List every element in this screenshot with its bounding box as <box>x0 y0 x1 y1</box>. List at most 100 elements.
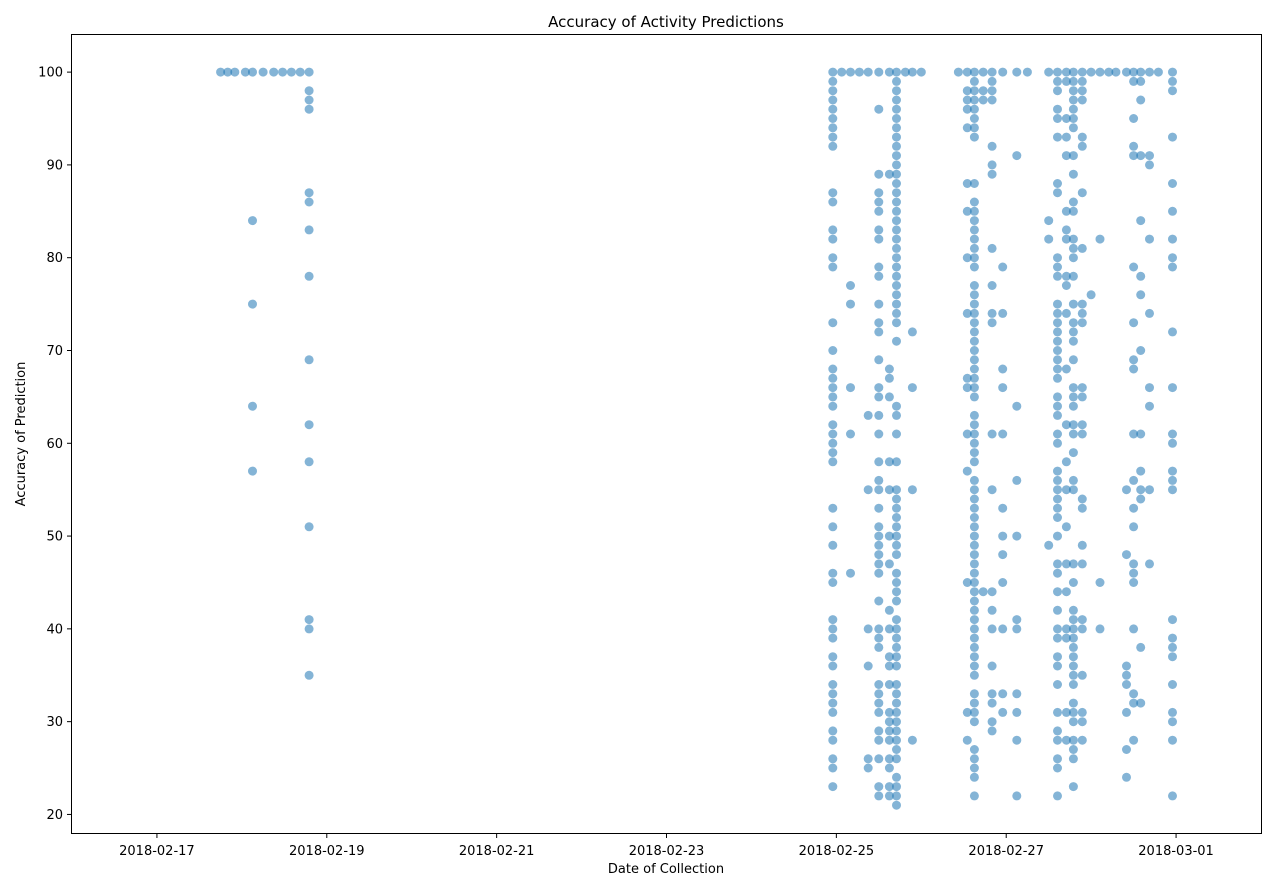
data-point <box>874 568 884 578</box>
data-point <box>962 104 972 114</box>
data-point <box>1061 457 1071 467</box>
data-point <box>828 735 838 745</box>
data-point <box>846 281 855 290</box>
data-point <box>828 188 838 198</box>
data-point <box>1129 76 1139 86</box>
y-tick-label: 60 <box>46 437 63 452</box>
data-point <box>969 605 979 615</box>
data-point <box>1068 253 1078 263</box>
data-point <box>828 429 838 439</box>
data-point <box>874 188 884 198</box>
data-point <box>892 754 901 764</box>
data-point <box>846 299 855 309</box>
data-point <box>969 67 979 77</box>
data-point <box>1129 114 1139 123</box>
data-point <box>969 364 979 374</box>
data-point <box>1168 707 1177 717</box>
data-point <box>874 327 884 337</box>
data-point <box>1068 559 1078 569</box>
data-point <box>1129 429 1139 439</box>
data-point <box>863 661 873 671</box>
data-point <box>892 615 901 625</box>
x-axis-ticks: 2018-02-17 2018-02-19 2018-02-21 2018-02-23… <box>119 833 1214 859</box>
data-point <box>969 448 979 458</box>
data-point <box>892 401 901 411</box>
data-point <box>987 698 997 708</box>
data-point <box>892 188 901 198</box>
data-point <box>969 717 979 727</box>
data-point <box>1068 401 1078 411</box>
data-point <box>223 67 233 77</box>
data-point <box>1061 151 1071 161</box>
data-point <box>828 104 838 114</box>
data-point <box>828 420 838 430</box>
y-tick-label: 80 <box>46 251 63 266</box>
data-point <box>969 206 979 216</box>
data-point <box>1053 559 1062 569</box>
data-point <box>987 661 997 671</box>
data-point <box>874 698 884 708</box>
data-point <box>969 438 979 448</box>
data-point <box>828 782 838 792</box>
data-point <box>828 680 838 689</box>
data-point <box>892 179 901 188</box>
data-point <box>962 253 972 263</box>
data-point <box>1053 624 1062 634</box>
data-point <box>892 698 901 708</box>
data-point <box>998 531 1008 541</box>
data-point <box>1168 680 1177 689</box>
data-point <box>828 438 838 448</box>
data-point <box>1077 86 1087 96</box>
data-point <box>884 707 894 717</box>
data-point <box>987 86 997 96</box>
data-point <box>1053 104 1062 114</box>
data-point <box>1068 151 1078 161</box>
data-point <box>969 791 979 801</box>
data-point <box>1053 652 1062 662</box>
data-point <box>1077 559 1087 569</box>
data-point <box>1129 624 1139 634</box>
data-point <box>962 466 972 476</box>
data-point <box>892 503 901 513</box>
x-tick-label: 2018-02-23 <box>629 844 705 859</box>
data-point <box>892 141 901 151</box>
data-point <box>874 410 884 420</box>
data-point <box>884 791 894 801</box>
data-point <box>907 67 917 77</box>
x-tick-label: 2018-02-27 <box>968 844 1044 859</box>
data-point <box>892 652 901 662</box>
data-point <box>998 550 1008 560</box>
data-point <box>892 707 901 717</box>
data-point <box>828 624 838 634</box>
data-point <box>1136 429 1146 439</box>
data-point <box>969 225 979 235</box>
data-point <box>969 197 979 207</box>
data-point <box>884 782 894 792</box>
x-tick-label: 2018-02-19 <box>289 844 365 859</box>
data-point <box>1053 132 1062 142</box>
data-point <box>874 485 884 495</box>
data-point <box>892 800 901 810</box>
data-point <box>1068 735 1078 745</box>
data-point <box>1129 689 1139 699</box>
data-point <box>892 550 901 560</box>
data-point <box>1053 568 1062 578</box>
data-point <box>969 179 979 188</box>
data-point <box>998 707 1008 717</box>
data-point <box>1068 661 1078 671</box>
data-point <box>1168 67 1177 77</box>
data-point <box>1122 485 1131 495</box>
data-point <box>1077 540 1087 550</box>
data-point <box>892 299 901 309</box>
data-point <box>953 67 963 77</box>
data-point <box>969 559 979 569</box>
data-point <box>998 689 1008 699</box>
data-point <box>846 429 855 439</box>
data-point <box>1122 680 1131 689</box>
data-point <box>969 578 979 587</box>
data-point <box>892 253 901 263</box>
data-point <box>1168 438 1177 448</box>
data-point <box>892 410 901 420</box>
data-point <box>892 262 901 272</box>
data-point <box>892 243 901 253</box>
